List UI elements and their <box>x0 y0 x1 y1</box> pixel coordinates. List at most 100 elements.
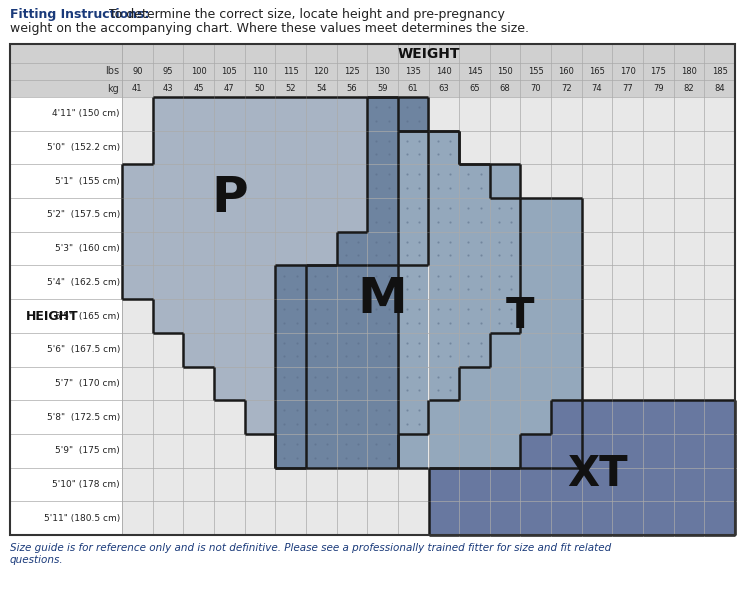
Text: 135: 135 <box>405 67 421 76</box>
Bar <box>244 333 275 366</box>
Bar <box>582 501 612 535</box>
Bar <box>398 97 428 130</box>
Bar <box>551 198 582 232</box>
Bar <box>337 130 367 164</box>
Bar <box>459 468 489 501</box>
Bar <box>459 266 489 299</box>
Bar <box>489 366 521 400</box>
Bar <box>183 164 214 198</box>
Bar <box>275 97 306 130</box>
Text: 59: 59 <box>377 84 388 93</box>
Bar <box>551 400 582 434</box>
Bar <box>551 299 582 333</box>
Bar <box>521 400 551 434</box>
Bar <box>367 164 398 198</box>
Bar <box>244 232 275 266</box>
Bar <box>244 164 275 198</box>
Bar <box>612 400 643 434</box>
Bar <box>306 130 337 164</box>
Bar <box>582 400 612 434</box>
Text: 4'11" (150 cm): 4'11" (150 cm) <box>52 109 120 119</box>
Text: 125: 125 <box>344 67 360 76</box>
Bar <box>459 164 489 198</box>
Bar <box>367 97 398 130</box>
Bar <box>10 44 735 97</box>
Text: 5'0"  (152.2 cm): 5'0" (152.2 cm) <box>47 143 120 152</box>
Bar <box>521 434 551 468</box>
Bar <box>673 501 704 535</box>
Bar <box>122 266 153 299</box>
Text: 120: 120 <box>314 67 329 76</box>
Text: 47: 47 <box>224 84 235 93</box>
Bar <box>122 198 153 232</box>
Bar <box>306 266 337 299</box>
Bar <box>428 198 459 232</box>
Bar <box>582 434 612 468</box>
Text: 45: 45 <box>194 84 204 93</box>
Bar <box>489 266 521 299</box>
Bar <box>459 501 489 535</box>
Bar <box>244 97 275 130</box>
Bar <box>521 299 551 333</box>
Bar <box>275 434 306 468</box>
Bar <box>367 333 398 366</box>
Text: HEIGHT: HEIGHT <box>26 310 79 323</box>
Bar <box>643 400 673 434</box>
Text: 90: 90 <box>132 67 142 76</box>
Bar <box>704 400 735 434</box>
Bar <box>521 366 551 400</box>
Bar <box>153 299 183 333</box>
Bar <box>153 130 183 164</box>
Bar <box>214 266 244 299</box>
Bar <box>153 164 183 198</box>
Text: M: M <box>358 275 408 323</box>
Bar <box>398 198 428 232</box>
Bar <box>459 333 489 366</box>
Bar <box>398 266 428 299</box>
Bar <box>398 130 428 164</box>
Bar <box>153 198 183 232</box>
Bar <box>337 333 367 366</box>
Bar <box>551 366 582 400</box>
Bar <box>612 468 643 501</box>
Bar <box>306 198 337 232</box>
Bar <box>489 232 521 266</box>
Bar <box>551 434 582 468</box>
Bar <box>428 232 459 266</box>
Bar <box>10 97 122 535</box>
Bar <box>521 266 551 299</box>
Bar <box>153 266 183 299</box>
Text: 170: 170 <box>620 67 635 76</box>
Text: 165: 165 <box>589 67 605 76</box>
Bar <box>612 434 643 468</box>
Text: Fitting Instructions:: Fitting Instructions: <box>10 8 150 21</box>
Text: Size guide is for reference only and is not definitive. Please see a professiona: Size guide is for reference only and is … <box>10 543 611 565</box>
Bar <box>489 468 521 501</box>
Text: P: P <box>211 174 247 222</box>
Bar <box>489 164 521 198</box>
Bar <box>306 434 337 468</box>
Bar <box>521 468 551 501</box>
Bar <box>367 400 398 434</box>
Bar <box>153 97 183 130</box>
Text: 175: 175 <box>650 67 666 76</box>
Bar <box>459 366 489 400</box>
Bar <box>489 400 521 434</box>
Bar <box>398 366 428 400</box>
Bar <box>367 232 398 266</box>
Text: 155: 155 <box>528 67 544 76</box>
Bar <box>275 232 306 266</box>
Bar <box>306 164 337 198</box>
Bar <box>183 333 214 366</box>
Bar <box>306 366 337 400</box>
Text: 130: 130 <box>375 67 390 76</box>
Bar <box>459 198 489 232</box>
Text: 115: 115 <box>282 67 299 76</box>
Bar <box>275 164 306 198</box>
Bar <box>521 232 551 266</box>
Bar <box>122 232 153 266</box>
Bar <box>521 333 551 366</box>
Bar <box>459 232 489 266</box>
Bar <box>459 299 489 333</box>
Bar <box>367 130 398 164</box>
